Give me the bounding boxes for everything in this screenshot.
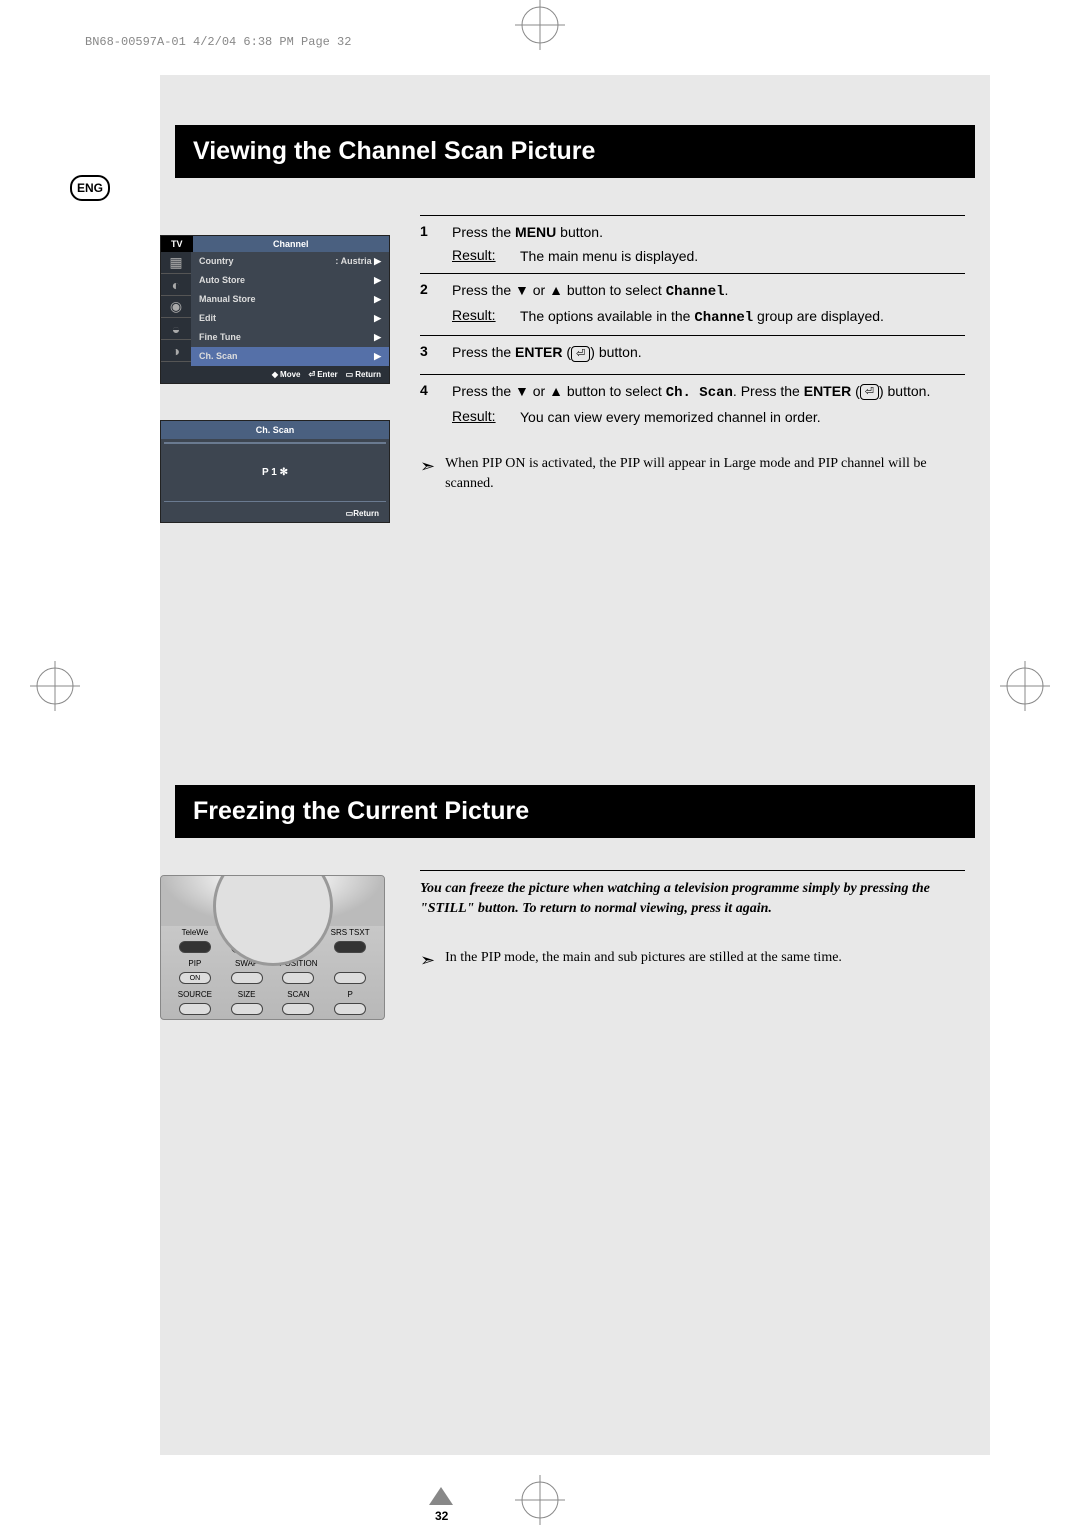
step: 2Press the ▼ or ▲ button to select Chann…: [420, 273, 965, 335]
page-number: 32: [435, 1509, 448, 1523]
section2-title-wrap: Freezing the Current Picture: [160, 785, 990, 838]
note-arrow-icon: ➣: [420, 950, 435, 971]
tv-menu-item[interactable]: Fine Tune ▶: [191, 328, 389, 347]
section2-note: In the PIP mode, the main and sub pictur…: [445, 948, 842, 968]
ch-scan-box: Ch. Scan P 1 ✻ ▭ Return: [160, 420, 390, 523]
tv-menu-item[interactable]: Edit ▶: [191, 309, 389, 328]
ch-scan-body: P 1 ✻: [164, 442, 386, 502]
section2-content: You can freeze the picture when watching…: [420, 870, 965, 971]
tv-menu-item[interactable]: Ch. Scan ▶: [191, 347, 389, 366]
step: 1Press the MENU button.Result:The main m…: [420, 215, 965, 273]
step: 3Press the ENTER (⏎) button.: [420, 335, 965, 374]
section1-title-wrap: Viewing the Channel Scan Picture: [160, 125, 990, 178]
crop-mark-left: [30, 656, 80, 716]
tv-channel-menu: TV Channel ▦ ◐ ◉ ◒ ◑ Country: Austria ▶A…: [160, 235, 390, 384]
section1-steps: 1Press the MENU button.Result:The main m…: [420, 215, 965, 493]
ch-scan-footer: ▭ Return: [161, 505, 389, 522]
tv-category-icons: ▦ ◐ ◉ ◒ ◑: [161, 252, 191, 366]
step: 4Press the ▼ or ▲ button to select Ch. S…: [420, 374, 965, 434]
lang-badge: ENG: [70, 175, 110, 201]
tv-label: TV: [161, 236, 193, 252]
section2-intro: You can freeze the picture when watching…: [420, 870, 965, 918]
tv-menu-footer: ◆ Move ⏎ Enter ▭ Return: [161, 366, 389, 383]
tv-menu-item[interactable]: Manual Store ▶: [191, 290, 389, 309]
page-num-arrow: [429, 1487, 453, 1505]
doc-header-info: BN68-00597A-01 4/2/04 6:38 PM Page 32: [85, 35, 351, 49]
tv-menu-item[interactable]: Auto Store ▶: [191, 271, 389, 290]
tv-menu-title: Channel: [193, 236, 389, 252]
section1-title: Viewing the Channel Scan Picture: [176, 126, 974, 177]
note-arrow-icon: ➣: [420, 456, 435, 477]
section2-title: Freezing the Current Picture: [176, 786, 974, 837]
section1-note: ➣When PIP ON is activated, the PIP will …: [420, 454, 965, 493]
remote-illustration: TeleWeSTILLDUAL I·IISRS TSXT PIPSWAPPOSI…: [160, 875, 385, 1020]
crop-mark-bottom: [510, 1475, 570, 1525]
tv-menu-item[interactable]: Country: Austria ▶: [191, 252, 389, 271]
crop-mark-top: [510, 0, 570, 50]
crop-mark-right: [1000, 656, 1050, 716]
ch-scan-title: Ch. Scan: [161, 421, 389, 439]
